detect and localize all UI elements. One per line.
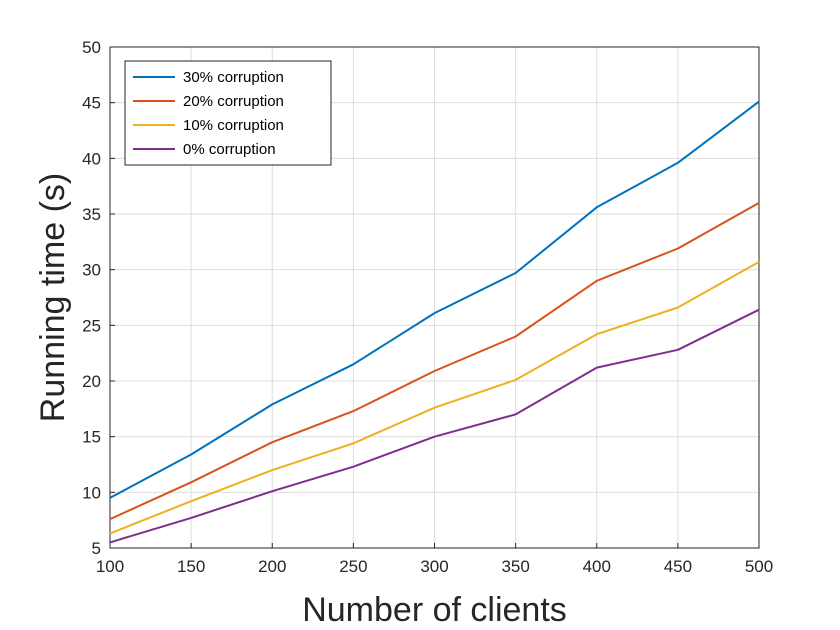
x-tick-label: 200 (258, 557, 286, 576)
x-tick-label: 350 (501, 557, 529, 576)
series-lines (109, 100, 760, 544)
y-tick-label: 5 (92, 539, 101, 558)
y-tick-label: 20 (82, 372, 101, 391)
x-tick-label: 300 (420, 557, 448, 576)
y-tick-label: 10 (82, 483, 101, 502)
y-tick-label: 30 (82, 261, 101, 280)
legend-entry: 20% corruption (183, 93, 284, 110)
series-line-2 (109, 261, 760, 535)
series-line-1 (109, 202, 760, 521)
legend-entry: 10% corruption (183, 117, 284, 134)
y-tick-label: 15 (82, 428, 101, 447)
x-tick-label: 500 (745, 557, 773, 576)
legend-box (124, 60, 332, 166)
x-tick-label: 150 (177, 557, 205, 576)
legend-entry: 30% corruption (183, 69, 284, 86)
legend: 30% corruption 20% corruption 10% corrupti… (124, 60, 332, 166)
series-line-0 (109, 100, 760, 499)
series-line-3 (109, 308, 760, 544)
legend-entry: 0% corruption (183, 141, 276, 158)
x-tick-label: 250 (339, 557, 367, 576)
y-axis-label: Running time (s) (34, 173, 72, 422)
axis-ticks: 100 150 200 250 300 350 400 450 500 5 10 15 20 25 30 35… (82, 38, 773, 576)
y-tick-label: 50 (82, 38, 101, 57)
x-tick-label: 450 (664, 557, 692, 576)
y-tick-label: 45 (82, 94, 101, 113)
x-tick-label: 400 (583, 557, 611, 576)
x-tick-label: 100 (96, 557, 124, 576)
x-axis-label: Number of clients (302, 591, 567, 629)
y-tick-label: 35 (82, 205, 101, 224)
y-tick-label: 25 (82, 316, 101, 335)
y-tick-label: 40 (82, 149, 101, 168)
